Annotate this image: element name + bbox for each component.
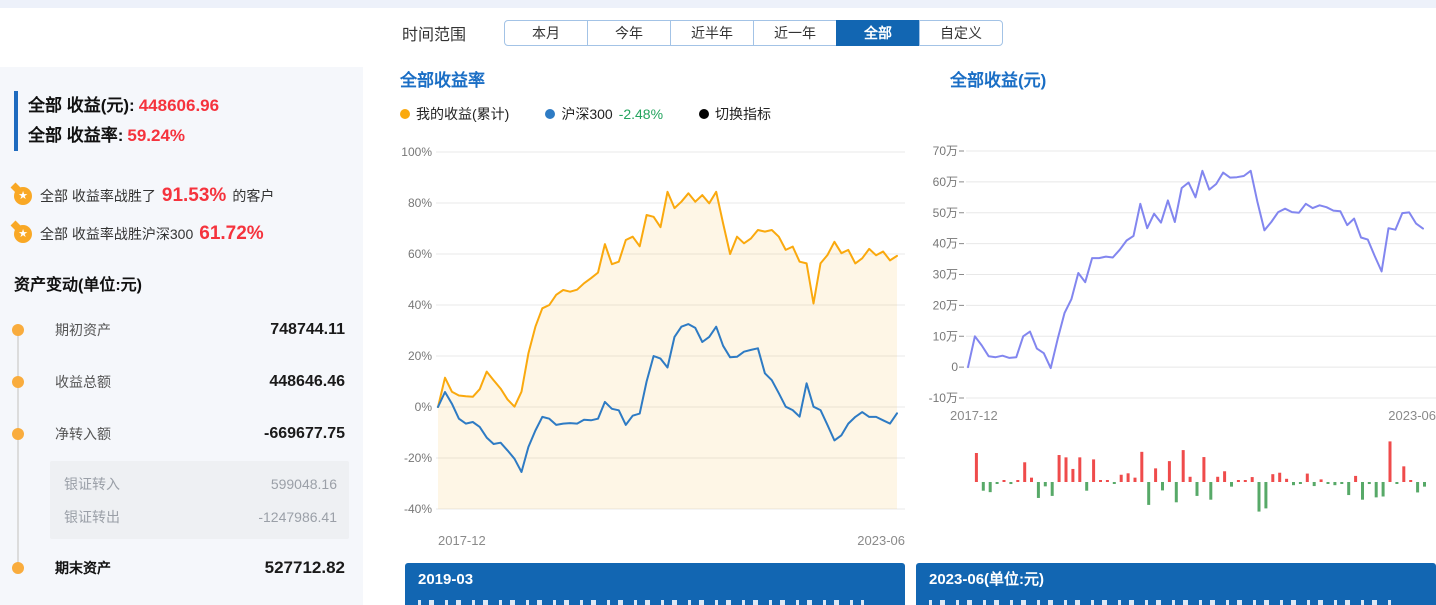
svg-text:100%: 100% (401, 145, 432, 159)
orange-dot-icon (400, 109, 410, 119)
transfer-out-value: -1247986.41 (258, 508, 337, 525)
clipped-detail-row (418, 600, 864, 605)
summary-sidebar: 全部 收益(元):448606.96 全部 收益率:59.24% 全部 收益率战… (0, 67, 363, 605)
time-button-one-year[interactable]: 近一年 (753, 20, 838, 46)
beat-customers-prefix: 全部 收益率战胜了 (40, 188, 156, 204)
chart-legend: 我的收益(累计) 沪深300 -2.48% 切换指标 (400, 104, 807, 124)
asset-row-label: 收益总额 (55, 374, 111, 390)
legend-switch-indicator[interactable]: 切换指标 (699, 104, 771, 124)
black-dot-icon (699, 109, 710, 119)
cumulative-profit-chart[interactable]: 70万 60万 50万 40万 30万 20万 10万 0 -10万 2017-12 2023-06 (920, 140, 1436, 440)
beat-customers-row: 全部 收益率战胜了 91.53% 的客户 (14, 185, 351, 207)
legend-label: 沪深300 (561, 106, 613, 122)
time-range-bar: 时间范围 本月 今年 近半年 近一年 全部 自定义 (402, 20, 1004, 46)
svg-text:80%: 80% (408, 196, 432, 210)
asset-row-initial: 期初资产 748744.11 (12, 315, 353, 345)
svg-text:-10万: -10万 (929, 391, 958, 405)
medal-icon (14, 187, 32, 205)
asset-row-value: 748744.11 (270, 321, 345, 338)
svg-text:2023-06: 2023-06 (857, 533, 905, 548)
transfer-in-label: 银证转入 (64, 475, 120, 492)
beat-customers-suffix: 的客户 (232, 188, 275, 204)
cumulative-profit-chart-title: 全部收益(元) (950, 71, 1047, 90)
medal-icon (14, 225, 32, 243)
svg-text:2017-12: 2017-12 (438, 533, 486, 548)
svg-text:60万: 60万 (933, 175, 958, 189)
transfer-in-value: 599048.16 (270, 475, 337, 492)
beat-index-value: 61.72% (199, 223, 264, 244)
svg-text:0%: 0% (415, 400, 433, 414)
legend-label: 切换指标 (715, 106, 772, 122)
svg-text:2023-06: 2023-06 (1388, 408, 1436, 423)
time-range-button-group: 本月 今年 近半年 近一年 全部 自定义 (504, 20, 1004, 46)
asset-change-list: 期初资产 748744.11 收益总额 448646.46 净转入额 -6696… (12, 315, 353, 583)
time-button-this-year[interactable]: 今年 (587, 20, 672, 46)
svg-text:20万: 20万 (933, 298, 958, 312)
svg-text:-40%: -40% (404, 502, 432, 516)
total-profit-line: 全部 收益(元): 448606.96 (28, 91, 351, 121)
asset-row-value: 527712.82 (264, 558, 345, 577)
monthly-pnl-bars[interactable] (920, 435, 1436, 560)
svg-text:30万: 30万 (933, 268, 958, 282)
asset-row-value: -669677.75 (264, 425, 345, 442)
rank-notes: 全部 收益率战胜了 91.53% 的客户 全部 收益率战胜沪深300 61.72… (14, 185, 351, 245)
beat-index-row: 全部 收益率战胜沪深300 61.72% (14, 223, 351, 245)
time-button-this-month[interactable]: 本月 (504, 20, 589, 46)
total-return-line: 全部 收益率: 59.24% (28, 121, 351, 151)
timeline-dot (12, 428, 24, 440)
hover-panel-date: 2023-06(单位:元) (929, 571, 1045, 588)
svg-text:50万: 50万 (933, 206, 958, 220)
timeline-connector (17, 329, 19, 565)
total-profit-value: 448606.96 (138, 96, 220, 115)
beat-index-prefix: 全部 收益率战胜沪深300 (40, 226, 194, 242)
svg-text:2017-12: 2017-12 (950, 408, 998, 423)
svg-text:10万: 10万 (933, 329, 958, 343)
timeline-dot (12, 376, 24, 388)
time-button-half-year[interactable]: 近半年 (670, 20, 755, 46)
asset-row-final: 期末资产 527712.82 (12, 553, 353, 583)
svg-text:40万: 40万 (933, 237, 958, 251)
blue-dot-icon (545, 109, 556, 119)
hover-panel-date: 2019-03 (418, 571, 474, 588)
time-button-all[interactable]: 全部 (836, 20, 921, 46)
return-rate-chart[interactable]: 100% 80% 60% 40% 20% 0% -20% -40% 2017-12 2023-06 (400, 140, 910, 552)
asset-row-label: 净转入额 (55, 426, 111, 442)
asset-row-net-transfer: 净转入额 -669677.75 (12, 419, 353, 449)
asset-change-title: 资产变动(单位:元) (14, 277, 142, 294)
timeline-dot (12, 324, 24, 336)
transfer-detail-box: 银证转入 599048.16 银证转出 -1247986.41 (50, 461, 349, 539)
asset-row-value: 448646.46 (269, 373, 345, 390)
time-range-label: 时间范围 (402, 27, 467, 44)
total-return-label: 全部 收益率: (28, 126, 124, 145)
time-button-custom[interactable]: 自定义 (919, 20, 1004, 46)
timeline-dot (12, 562, 24, 574)
total-profit-label: 全部 收益(元): (28, 96, 135, 115)
legend-my-return[interactable]: 我的收益(累计) (400, 104, 509, 124)
top-strip (0, 0, 1436, 8)
transfer-out-row: 银证转出 -1247986.41 (50, 500, 349, 533)
svg-text:40%: 40% (408, 298, 432, 312)
transfer-in-row: 银证转入 599048.16 (50, 467, 349, 500)
beat-customers-value: 91.53% (161, 185, 227, 206)
hs300-change-value: -2.48% (618, 106, 664, 122)
return-rate-chart-title: 全部收益率 (400, 71, 485, 90)
svg-text:70万: 70万 (933, 144, 958, 158)
total-profit-header: 全部 收益(元): 448606.96 全部 收益率: 59.24% (14, 91, 351, 151)
svg-text:20%: 20% (408, 349, 432, 363)
asset-row-profit-total: 收益总额 448646.46 (12, 367, 353, 397)
svg-text:60%: 60% (408, 247, 432, 261)
legend-label: 我的收益(累计) (416, 106, 510, 122)
asset-row-label: 期初资产 (55, 322, 111, 338)
hover-panel-right: 2023-06(单位:元) (916, 563, 1436, 605)
hover-panel-left: 2019-03 (405, 563, 905, 605)
svg-text:-20%: -20% (404, 451, 432, 465)
svg-text:0: 0 (951, 360, 958, 374)
total-return-value: 59.24% (127, 126, 186, 145)
asset-row-label: 期末资产 (55, 560, 111, 576)
transfer-out-label: 银证转出 (64, 508, 120, 525)
legend-hs300[interactable]: 沪深300 -2.48% (545, 104, 663, 124)
clipped-detail-row (929, 600, 1394, 605)
